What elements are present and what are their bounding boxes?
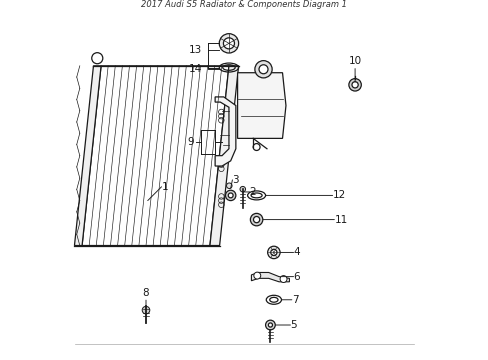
Text: 11: 11 bbox=[334, 215, 347, 225]
Circle shape bbox=[268, 323, 272, 327]
Circle shape bbox=[259, 65, 267, 74]
Circle shape bbox=[225, 190, 235, 201]
Circle shape bbox=[142, 306, 149, 314]
Circle shape bbox=[280, 276, 286, 283]
Text: 2017 Audi S5 Radiator & Components Diagram 1: 2017 Audi S5 Radiator & Components Diagr… bbox=[141, 0, 347, 9]
Circle shape bbox=[254, 60, 272, 78]
Text: 10: 10 bbox=[348, 56, 361, 66]
Text: 12: 12 bbox=[332, 190, 345, 201]
Text: 2: 2 bbox=[249, 187, 256, 197]
Polygon shape bbox=[251, 273, 289, 282]
Text: 4: 4 bbox=[293, 247, 300, 257]
Polygon shape bbox=[74, 66, 101, 246]
Circle shape bbox=[223, 38, 234, 49]
Polygon shape bbox=[209, 66, 238, 246]
Text: 14: 14 bbox=[188, 64, 202, 74]
Circle shape bbox=[267, 246, 280, 258]
Circle shape bbox=[351, 82, 358, 88]
Text: 3: 3 bbox=[232, 175, 239, 185]
Polygon shape bbox=[215, 97, 235, 166]
Circle shape bbox=[270, 249, 276, 256]
Circle shape bbox=[228, 193, 233, 198]
Circle shape bbox=[240, 186, 245, 192]
Text: 7: 7 bbox=[291, 295, 298, 305]
Polygon shape bbox=[237, 73, 285, 138]
Circle shape bbox=[250, 213, 262, 226]
Text: 6: 6 bbox=[293, 272, 300, 282]
Text: 5: 5 bbox=[290, 320, 297, 330]
Circle shape bbox=[348, 78, 361, 91]
Text: 9: 9 bbox=[187, 137, 194, 147]
Text: 8: 8 bbox=[142, 288, 149, 298]
Circle shape bbox=[253, 216, 259, 223]
Text: 13: 13 bbox=[188, 45, 202, 55]
Circle shape bbox=[265, 320, 275, 330]
Circle shape bbox=[219, 34, 238, 53]
Circle shape bbox=[253, 272, 260, 279]
Polygon shape bbox=[82, 66, 228, 246]
Circle shape bbox=[226, 183, 232, 189]
Text: 1: 1 bbox=[161, 182, 168, 192]
